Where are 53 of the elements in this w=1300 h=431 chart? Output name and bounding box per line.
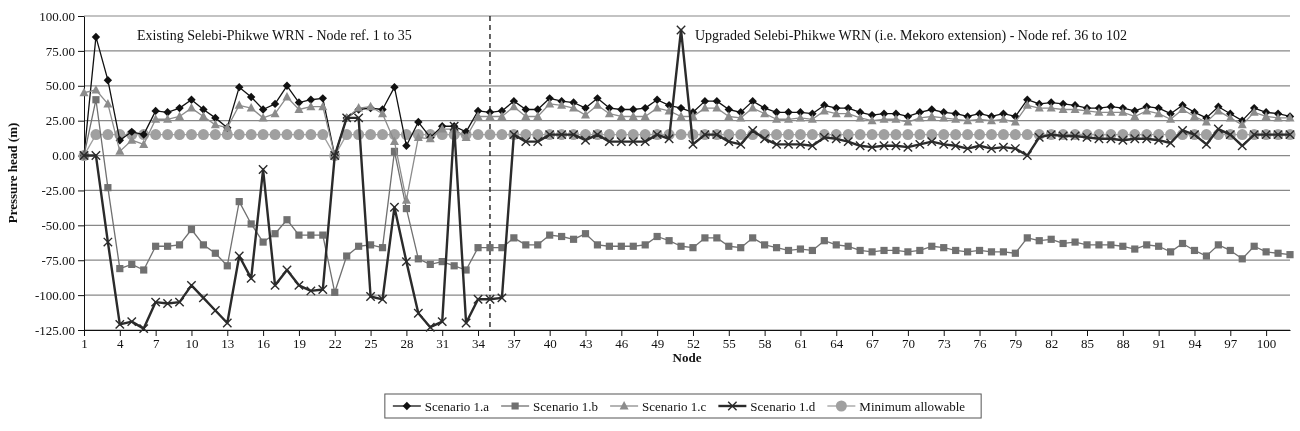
x-tick-label: 1 xyxy=(81,336,88,352)
x-tick-label: 25 xyxy=(364,336,378,352)
x-tick-label: 67 xyxy=(866,336,880,352)
x-tick-label: 22 xyxy=(328,336,342,352)
x-tick-label: 79 xyxy=(1009,336,1023,352)
x-tick-label: 97 xyxy=(1224,336,1238,352)
x-tick-label: 46 xyxy=(615,336,629,352)
x-tick-label: 4 xyxy=(117,336,125,352)
annotation: Upgraded Selebi-Phikwe WRN (i.e. Mekoro extension) - Node ref. 36 to 102 xyxy=(694,28,1128,44)
x-tick-label: 88 xyxy=(1116,336,1130,352)
x-tick-label: 34 xyxy=(472,336,486,352)
x-tick-label: 28 xyxy=(400,336,414,352)
annotation: Existing Selebi-Phikwe WRN - Node ref. 1 to 35 xyxy=(137,28,412,43)
y-tick-label: 100.00 xyxy=(39,8,75,24)
x-tick-label: 82 xyxy=(1045,336,1059,352)
legend-label: Scenario 1.d xyxy=(750,398,816,414)
x-tick-label: 31 xyxy=(436,336,450,352)
legend-label: Minimum allowable xyxy=(859,398,966,414)
y-tick-label: 25.00 xyxy=(45,113,75,129)
x-tick-label: 37 xyxy=(507,336,522,352)
x-tick-label: 70 xyxy=(901,336,915,352)
x-tick-label: 13 xyxy=(221,336,235,352)
y-axis-title: Pressure head (m) xyxy=(5,122,20,224)
y-tick-label: -125.00 xyxy=(34,322,75,338)
legend-label: Scenario 1.a xyxy=(424,398,490,414)
x-tick-label: 49 xyxy=(651,336,665,352)
y-tick-label: -25.00 xyxy=(41,183,75,199)
x-tick-label: 52 xyxy=(686,336,700,352)
x-tick-label: 40 xyxy=(543,336,557,352)
x-tick-label: 91 xyxy=(1152,336,1166,352)
x-tick-label: 55 xyxy=(722,336,736,352)
x-tick-label: 73 xyxy=(937,336,951,352)
x-tick-label: 76 xyxy=(973,336,988,352)
x-tick-label: 10 xyxy=(185,336,199,352)
x-tick-label: 94 xyxy=(1188,336,1202,352)
x-tick-label: 58 xyxy=(758,336,772,352)
x-tick-label: 19 xyxy=(292,336,306,352)
legend-label: Scenario 1.b xyxy=(533,398,599,414)
x-tick-label: 64 xyxy=(830,336,844,352)
x-tick-label: 85 xyxy=(1081,336,1095,352)
x-tick-label: 7 xyxy=(152,336,160,352)
y-tick-label: -75.00 xyxy=(41,252,75,268)
y-tick-label: -100.00 xyxy=(34,287,75,303)
y-tick-label: 50.00 xyxy=(45,78,75,94)
x-tick-label: 100 xyxy=(1256,336,1277,352)
y-tick-label: 0.00 xyxy=(52,148,75,164)
x-tick-label: 61 xyxy=(794,336,808,352)
legend-label: Scenario 1.c xyxy=(642,398,707,414)
x-tick-label: 43 xyxy=(579,336,593,352)
x-tick-label: 16 xyxy=(257,336,271,352)
y-tick-label: -50.00 xyxy=(41,217,75,233)
x-axis-title: Node xyxy=(672,350,702,365)
y-tick-label: 75.00 xyxy=(45,43,75,59)
